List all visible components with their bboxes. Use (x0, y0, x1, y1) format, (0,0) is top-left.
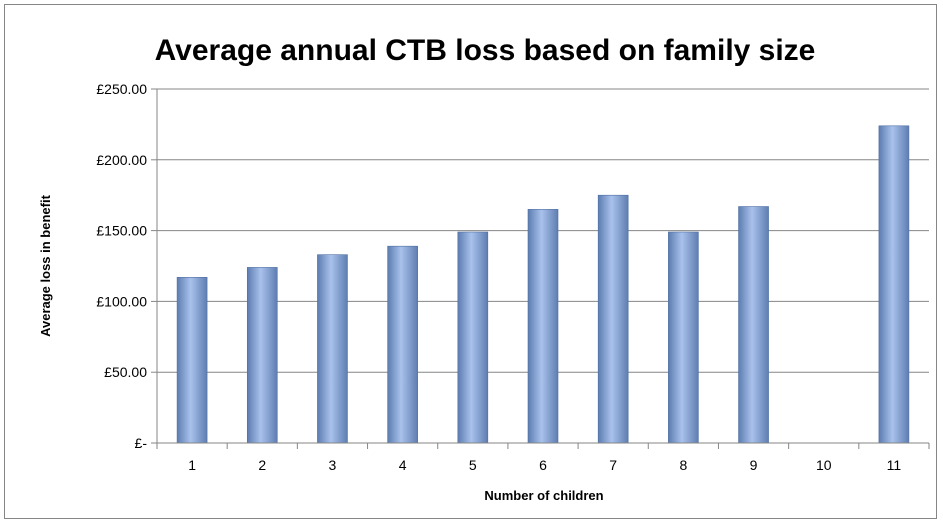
bar (738, 206, 769, 444)
x-tick-labels: 1 2 3 4 5 6 7 8 9 10 11 (188, 457, 901, 473)
y-tick-label: £150.00 (96, 223, 147, 239)
chart-title: Average annual CTB loss based on family … (155, 34, 816, 67)
y-axis-label: Average loss in benefit (38, 194, 53, 337)
bar (878, 125, 910, 444)
y-tick-label: £200.00 (96, 152, 147, 168)
y-tick-label: £- (135, 435, 148, 451)
bar (527, 209, 559, 444)
bar (246, 267, 278, 444)
y-tick-labels: £- £50.00 £100.00 £150.00 £200.00 £250.00 (96, 81, 147, 451)
y-tick-label: £100.00 (96, 293, 147, 309)
x-tick-label: 10 (816, 457, 832, 473)
x-tick-label: 11 (887, 457, 902, 473)
y-tick-label: £50.00 (104, 364, 147, 380)
x-tick-label: 9 (750, 457, 758, 473)
y-tick-label: £250.00 (96, 81, 147, 97)
bar (387, 245, 418, 444)
x-tick-label: 5 (469, 457, 477, 473)
x-tick-label: 1 (188, 457, 196, 473)
x-axis-label: Number of children (484, 488, 603, 503)
x-tick-label: 4 (399, 457, 407, 473)
x-tick-label: 6 (539, 457, 547, 473)
axes (151, 88, 930, 449)
x-tick-label: 8 (679, 457, 687, 473)
x-tick-label: 7 (609, 457, 617, 473)
x-tick-label: 3 (329, 457, 337, 473)
bar (317, 254, 348, 444)
bar (176, 277, 208, 444)
bar (457, 231, 489, 444)
bar (668, 231, 699, 444)
bar (597, 194, 629, 444)
bars (176, 125, 910, 444)
x-tick-label: 2 (258, 457, 266, 473)
